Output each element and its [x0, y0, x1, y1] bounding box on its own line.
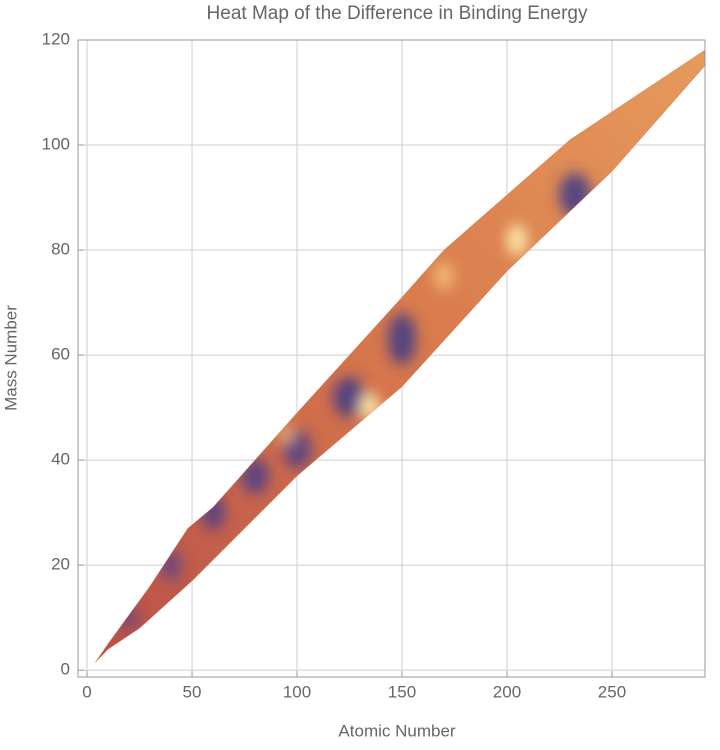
- texture: [434, 262, 454, 290]
- texture: [201, 494, 225, 530]
- texture: [507, 224, 527, 256]
- y-tick-label: 20: [51, 555, 70, 574]
- x-tick-label: 100: [283, 682, 311, 701]
- heat-texture: [121, 173, 591, 629]
- texture: [121, 605, 137, 629]
- y-tick-label: 100: [42, 135, 70, 154]
- chart-title: Heat Map of the Difference in Binding En…: [207, 3, 588, 24]
- x-tick-label: 200: [493, 682, 521, 701]
- x-tick-label: 250: [598, 682, 626, 701]
- y-tick-label: 80: [51, 240, 70, 259]
- y-tick-label: 60: [51, 345, 70, 364]
- texture: [388, 313, 416, 365]
- x-tick-label: 0: [82, 682, 91, 701]
- y-tick-label: 120: [42, 29, 70, 48]
- y-tick-label: 40: [51, 450, 70, 469]
- x-tick-label: 50: [183, 682, 202, 701]
- texture: [559, 173, 591, 217]
- texture: [241, 458, 269, 494]
- plot-frame: [77, 39, 706, 678]
- texture: [278, 424, 294, 444]
- y-axis-label: Mass Number: [1, 305, 20, 411]
- x-tick-label: 150: [388, 682, 416, 701]
- texture: [360, 393, 380, 421]
- x-axis-label: Atomic Number: [338, 721, 455, 740]
- texture: [333, 377, 365, 417]
- y-tick-label: 0: [61, 660, 70, 679]
